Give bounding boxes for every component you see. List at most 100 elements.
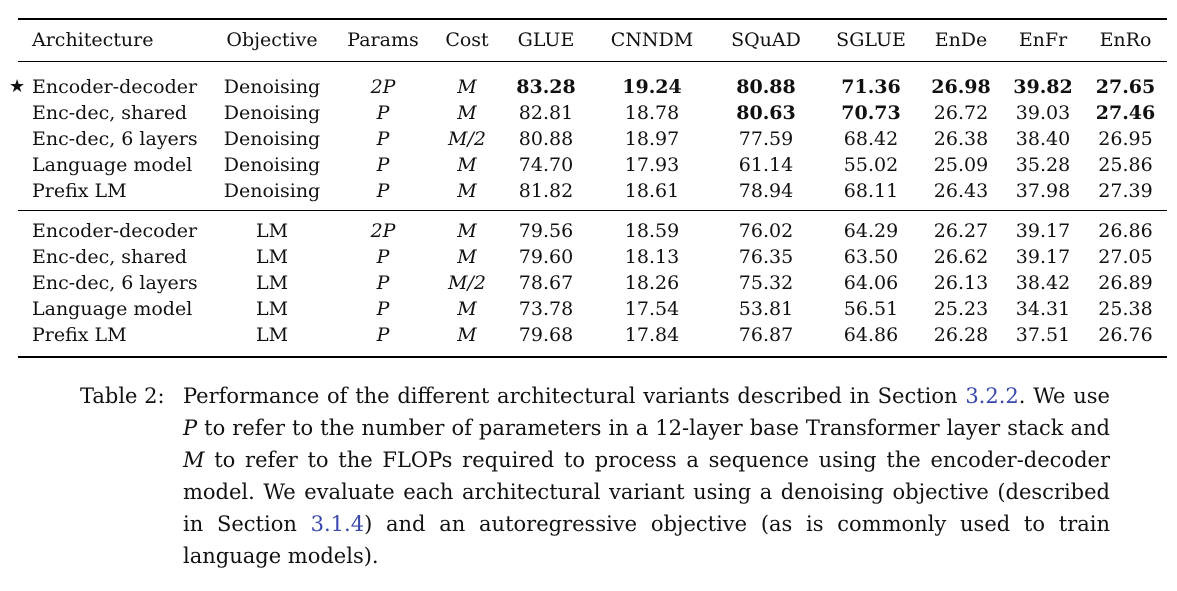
lm-group: Encoder-decoder LM 2P M 79.56 18.59 76.02 64.29… xyxy=(18,210,1167,358)
section-link-3-2-2[interactable]: 3.2.2 xyxy=(965,384,1019,408)
cell-enro-text: 27.46 xyxy=(1095,101,1156,124)
cell-objective-text: LM xyxy=(255,219,289,242)
cell-sglue: 64.06 xyxy=(822,270,920,296)
cell-cnndm: 17.54 xyxy=(594,296,710,322)
cell-cnndm-text: 18.59 xyxy=(624,219,680,242)
cell-sglue: 64.29 xyxy=(822,210,920,244)
cell-cnndm-text: 18.13 xyxy=(624,245,680,268)
cell-cost: M xyxy=(436,152,498,178)
cell-sglue: 71.36 xyxy=(822,61,920,100)
cell-cost-text: M xyxy=(457,323,477,346)
cell-ende-text: 26.72 xyxy=(933,101,989,124)
cell-cnndm-text: 18.26 xyxy=(624,271,680,294)
cell-glue-text: 82.81 xyxy=(518,101,574,124)
cell-cost-text: M xyxy=(457,179,477,202)
cell-squad: 77.59 xyxy=(710,126,822,152)
cell-objective: LM xyxy=(214,210,330,244)
cell-params: P xyxy=(330,177,436,211)
cell-params-text: P xyxy=(376,101,390,124)
cell-params: P xyxy=(330,126,436,152)
cell-architecture-text: Enc-dec, 6 layers xyxy=(32,127,198,150)
cell-ende: 26.72 xyxy=(920,100,1002,126)
cell-cnndm: 18.78 xyxy=(594,100,710,126)
header-sglue: SGLUE xyxy=(822,18,920,62)
cell-sglue: 68.42 xyxy=(822,126,920,152)
header-architecture: Architecture xyxy=(18,18,214,62)
header-cnndm: CNNDM xyxy=(594,18,710,62)
cell-cost-text: M/2 xyxy=(448,127,486,150)
cell-architecture-text: Enc-dec, shared xyxy=(32,101,188,124)
cell-enro-text: 25.38 xyxy=(1098,297,1153,320)
cell-sglue: 56.51 xyxy=(822,296,920,322)
baseline-star-icon: ★ xyxy=(9,75,26,97)
caption-text-3: to refer to the number of parameters in … xyxy=(197,416,1110,440)
cell-objective-text: Denoising xyxy=(223,101,321,124)
cell-squad: 78.94 xyxy=(710,177,822,211)
cell-ende-text: 26.43 xyxy=(933,179,989,202)
cell-squad: 76.87 xyxy=(710,321,822,358)
cell-enfr: 38.42 xyxy=(1002,270,1084,296)
cell-params-text: P xyxy=(376,179,390,202)
cell-enfr-text: 39.82 xyxy=(1013,75,1073,98)
cell-glue: 79.68 xyxy=(498,321,594,358)
cell-ende: 25.09 xyxy=(920,152,1002,178)
cell-params: P xyxy=(330,270,436,296)
cell-cost: M xyxy=(436,100,498,126)
cell-squad: 53.81 xyxy=(710,296,822,322)
cell-cnndm-text: 19.24 xyxy=(622,75,682,98)
cell-cost: M xyxy=(436,177,498,211)
header-params: Params xyxy=(330,18,436,62)
cell-glue: 82.81 xyxy=(498,100,594,126)
cell-cost-text: M xyxy=(457,219,477,242)
cell-sglue-text: 55.02 xyxy=(843,153,899,176)
cell-cnndm: 18.61 xyxy=(594,177,710,211)
cell-cnndm-text: 18.78 xyxy=(624,101,680,124)
cell-enfr: 39.17 xyxy=(1002,210,1084,244)
cell-sglue: 70.73 xyxy=(822,100,920,126)
cell-enfr-text: 39.17 xyxy=(1015,219,1071,242)
cell-enro: 26.86 xyxy=(1084,210,1167,244)
denoising-group: ★ Encoder-decoder Denoising 2P M 83.28 19.24 80… xyxy=(9,61,1167,211)
cell-ende-text: 26.62 xyxy=(933,245,989,268)
cell-architecture-text: Prefix LM xyxy=(32,179,127,202)
cell-params-text: P xyxy=(376,323,390,346)
cell-enfr: 35.28 xyxy=(1002,152,1084,178)
cell-architecture: Encoder-decoder xyxy=(18,210,214,244)
cell-params-text: P xyxy=(376,245,390,268)
cell-architecture: Enc-dec, 6 layers xyxy=(18,270,214,296)
cell-enfr-text: 35.28 xyxy=(1015,153,1071,176)
header-enfr: EnFr xyxy=(1002,18,1084,62)
cell-squad-text: 78.94 xyxy=(738,179,794,202)
cell-cnndm: 19.24 xyxy=(594,61,710,100)
cell-ende: 26.27 xyxy=(920,210,1002,244)
cell-squad-text: 77.59 xyxy=(738,127,794,150)
cell-sglue: 55.02 xyxy=(822,152,920,178)
section-link-3-1-4[interactable]: 3.1.4 xyxy=(310,512,365,536)
cell-enfr: 37.51 xyxy=(1002,321,1084,358)
header-row: Architecture Objective Params Cost GLUE … xyxy=(18,18,1167,62)
cell-architecture: Prefix LM xyxy=(18,177,214,211)
cell-sglue-text: 68.11 xyxy=(843,179,899,202)
caption-label: Table 2: xyxy=(80,384,165,408)
cell-enro: 27.46 xyxy=(1084,100,1167,126)
cell-ende-text: 26.38 xyxy=(933,127,989,150)
cell-params: P xyxy=(330,244,436,270)
table-row: Enc-dec, shared Denoising P M 82.81 18.78 80.6… xyxy=(18,100,1167,126)
cell-enro-text: 26.95 xyxy=(1098,127,1153,150)
cell-enfr-text: 34.31 xyxy=(1015,297,1071,320)
cell-sglue-text: 63.50 xyxy=(843,245,899,268)
cell-objective: Denoising xyxy=(214,100,330,126)
cell-glue: 83.28 xyxy=(498,61,594,100)
cell-ende-text: 25.23 xyxy=(933,297,989,320)
cell-cost-text: M xyxy=(457,153,477,176)
cell-cost: M xyxy=(436,296,498,322)
cell-cnndm-text: 18.61 xyxy=(624,179,680,202)
cell-enro-text: 26.76 xyxy=(1098,323,1153,346)
var-m: M xyxy=(183,448,205,472)
cell-squad-text: 76.02 xyxy=(738,219,794,242)
cell-enro-text: 25.86 xyxy=(1098,153,1153,176)
cell-objective: LM xyxy=(214,296,330,322)
cell-cost-text: M xyxy=(457,297,477,320)
table-row: Language model Denoising P M 74.70 17.93 61.14… xyxy=(18,152,1167,178)
cell-architecture: Prefix LM xyxy=(18,321,214,358)
